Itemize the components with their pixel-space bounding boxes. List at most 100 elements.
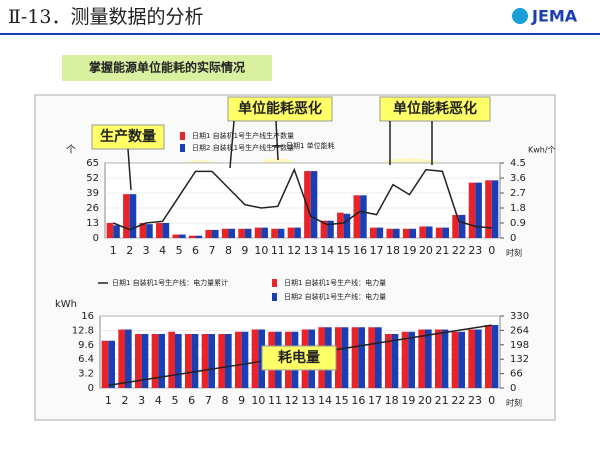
y-axis-label: 个 [66, 144, 76, 156]
x-tick-label: 21 [435, 244, 449, 257]
y2-tick-label: 0 [510, 383, 516, 394]
bar [310, 171, 318, 238]
bar [113, 225, 120, 238]
bar [320, 220, 328, 238]
x-tick-label: 23 [468, 394, 482, 407]
x-tick-label: 12 [287, 244, 301, 257]
x-tick-label: 0 [488, 244, 495, 257]
bar [341, 327, 349, 388]
bar [235, 331, 242, 388]
bar [408, 331, 415, 388]
legend-label: 日期1 自装机1号生产线：电力量累计 [112, 278, 228, 287]
x-tick-label: 6 [188, 394, 195, 407]
y2-tick-label: 132 [510, 354, 529, 365]
bar [375, 327, 382, 388]
x-tick-label: 22 [451, 394, 465, 407]
x-tick-label: 2 [126, 244, 133, 257]
y2-tick-label: 2.7 [510, 188, 526, 199]
bar [294, 227, 301, 238]
logo: JEMA [531, 7, 578, 26]
y-tick-label: 0 [93, 233, 99, 244]
y-tick-label: 13 [86, 218, 99, 229]
x-tick-label: 14 [320, 244, 334, 257]
callout: 生产数量 [100, 128, 156, 145]
bar [139, 223, 147, 238]
bar [435, 329, 442, 388]
bar [175, 334, 182, 388]
bar [418, 329, 425, 388]
x-tick-label: 14 [318, 394, 332, 407]
y-tick-label: 0 [88, 383, 94, 394]
y2-tick-label: 198 [510, 340, 529, 351]
bar [218, 334, 225, 388]
bar [451, 331, 459, 388]
x-tick-label: 21 [435, 394, 449, 407]
legend-swatch [180, 144, 185, 152]
bar [191, 334, 199, 388]
bar [261, 227, 268, 238]
x-tick-label: 19 [402, 244, 416, 257]
bar [337, 212, 344, 238]
x-tick-label: 13 [304, 244, 318, 257]
bar [491, 325, 499, 388]
y-tick-label: 65 [86, 158, 99, 169]
callout-box [227, 96, 333, 122]
arrow [229, 120, 235, 169]
x-tick-label: 4 [159, 244, 166, 257]
callout: 单位能耗恶化 [393, 100, 477, 117]
x-tick-label: 17 [368, 394, 382, 407]
x-tick-label: 1 [110, 244, 117, 257]
y-axis-label: kWh [55, 299, 77, 310]
x-tick-label: 12 [285, 394, 299, 407]
y2-tick-label: 0 [510, 233, 516, 244]
y-tick-label: 12.8 [72, 325, 94, 336]
bar [188, 235, 196, 238]
x-tick-label: 6 [192, 244, 199, 257]
bar [485, 325, 492, 388]
bar [108, 340, 115, 388]
x-tick-label: 20 [419, 244, 433, 257]
bar [201, 334, 209, 388]
y-tick-label: 26 [86, 203, 99, 214]
callout-box [261, 345, 337, 371]
bar [452, 214, 459, 238]
bar [435, 227, 443, 238]
bar [141, 334, 149, 388]
legend-label: 日期1 自装机1号生产线：电力量 [284, 278, 386, 287]
legend-label: 日期1 自装机1号生产线生产数量 [192, 131, 294, 140]
bar [425, 329, 432, 388]
x-tick-label: 7 [205, 394, 212, 407]
bar [391, 334, 399, 388]
x-tick-label: 11 [271, 244, 285, 257]
bar [393, 228, 400, 238]
bar [205, 229, 212, 238]
y-tick-label: 3.2 [78, 369, 94, 380]
x-tick-label: 5 [172, 394, 179, 407]
bar [409, 228, 417, 238]
slide-title: Ⅱ-13．测量数据的分析 [8, 6, 204, 28]
bar [106, 223, 114, 238]
y2-tick-label: 4.5 [510, 158, 526, 169]
bar [385, 334, 392, 388]
bar [343, 213, 351, 238]
bar [386, 228, 394, 238]
x-tick-label: 11 [268, 394, 282, 407]
x-tick-label: 18 [385, 394, 399, 407]
callout: 耗电量 [278, 349, 320, 366]
bar [425, 226, 433, 238]
x-tick-label: 9 [241, 244, 248, 257]
legend-label: 日期1 单位能耗 [286, 141, 335, 150]
callout-box [379, 96, 491, 122]
x-tick-label: 15 [337, 244, 351, 257]
bar [241, 331, 249, 388]
banner-box [62, 55, 272, 81]
line [112, 167, 492, 231]
y-tick-label: 52 [86, 173, 99, 184]
x-tick-label: 17 [370, 244, 384, 257]
x-tick-label: 16 [351, 394, 365, 407]
x-tick-label: 3 [143, 244, 150, 257]
x-axis-label: 时刻 [506, 398, 522, 408]
x-tick-label: 23 [468, 244, 482, 257]
arrow [127, 148, 132, 191]
bar [254, 227, 262, 238]
